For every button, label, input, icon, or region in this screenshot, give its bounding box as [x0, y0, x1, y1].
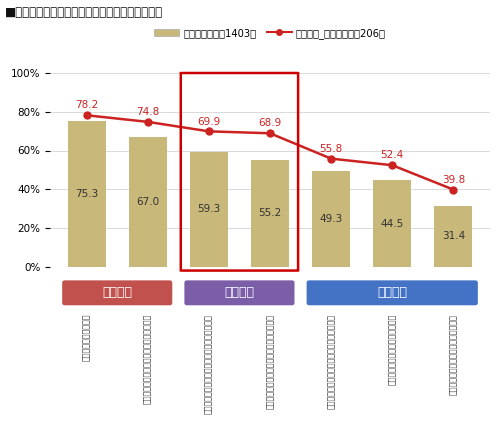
Bar	[68, 121, 106, 267]
Text: 流されずに構造にも影響のない、強固な構造: 流されずに構造にも影響のない、強固な構造	[326, 314, 336, 409]
Text: 44.5: 44.5	[380, 218, 404, 229]
Text: 揺れによる屋内の被害を抑える配慮がある: 揺れによる屋内の被害を抑える配慮がある	[144, 314, 152, 404]
Bar	[374, 181, 411, 267]
Text: 床下の泥水が排水しやすい配慮がある: 床下の泥水が排水しやすい配慮がある	[449, 314, 458, 395]
Text: 床下浸水が起きにくい配慮がある: 床下浸水が起きにくい配慮がある	[388, 314, 396, 385]
Bar	[312, 171, 350, 267]
Bar	[190, 152, 228, 267]
Text: 55.8: 55.8	[320, 144, 342, 154]
Text: 59.3: 59.3	[198, 204, 220, 214]
Text: 水害対策: 水害対策	[377, 286, 407, 299]
Bar	[434, 206, 472, 267]
Text: 55.2: 55.2	[258, 208, 281, 218]
Text: 67.0: 67.0	[136, 197, 160, 207]
Text: 倒壊しない強固な構造: 倒壊しない強固な構造	[82, 314, 91, 361]
Bar	[129, 137, 166, 267]
Text: 68.9: 68.9	[258, 118, 281, 129]
Bar	[251, 160, 289, 267]
Text: ■災害に対応する住まい「建物」への配慮の要望: ■災害に対応する住まい「建物」への配慮の要望	[5, 6, 163, 19]
Text: 台風対策: 台風対策	[224, 286, 254, 299]
Text: 49.3: 49.3	[320, 214, 342, 224]
Text: 飛来物に対する配慮がある（窓にシャッター等: 飛来物に対する配慮がある（窓にシャッター等	[204, 314, 214, 414]
Text: 地震対策: 地震対策	[102, 286, 132, 299]
Text: 78.2: 78.2	[75, 101, 98, 111]
Legend: 被災あり全体（1403）, 被災あり_住宅計画者（206）: 被災あり全体（1403）, 被災あり_住宅計画者（206）	[150, 24, 390, 43]
Text: 飛散に対する配慮がある（屋根の固定方法等: 飛散に対する配慮がある（屋根の固定方法等	[266, 314, 274, 409]
Text: 75.3: 75.3	[75, 189, 98, 199]
Text: 39.8: 39.8	[442, 175, 465, 185]
Text: 31.4: 31.4	[442, 231, 465, 241]
Text: 69.9: 69.9	[198, 117, 220, 126]
Text: 52.4: 52.4	[380, 150, 404, 160]
Text: 74.8: 74.8	[136, 107, 160, 117]
